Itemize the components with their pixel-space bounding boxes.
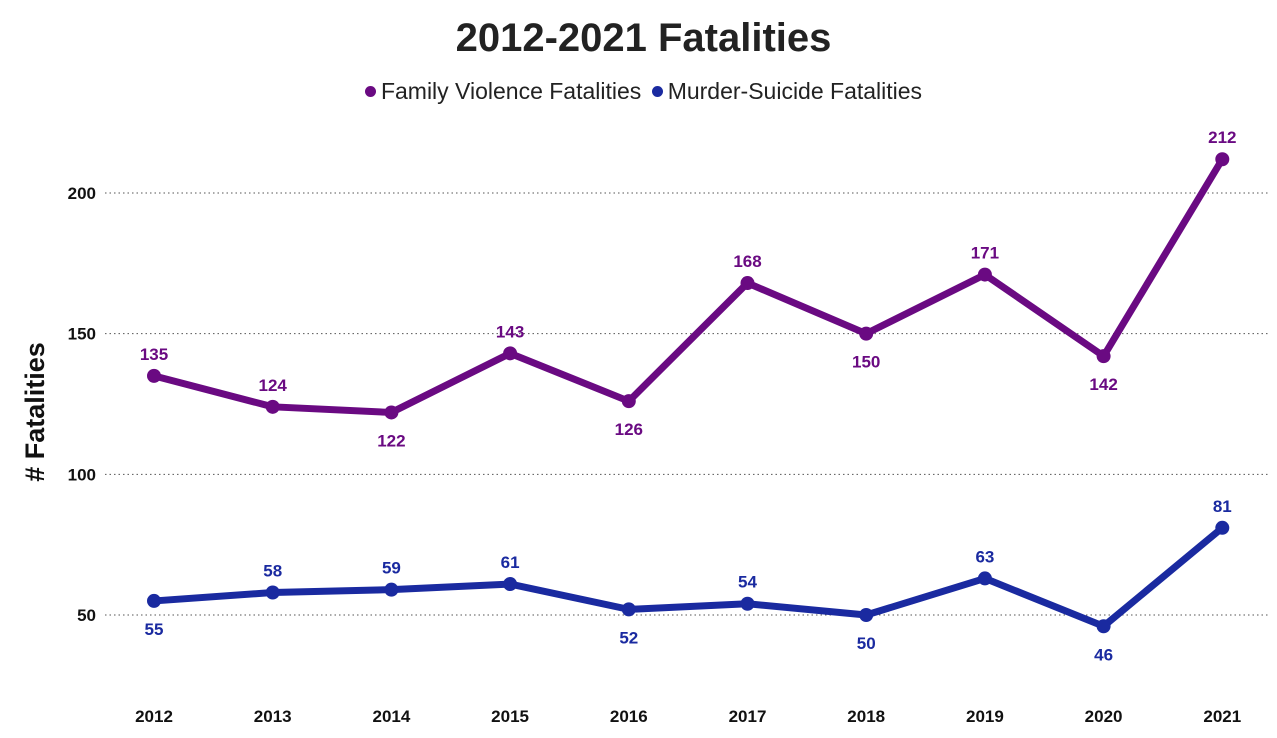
point-murder-suicide-2014 xyxy=(384,582,399,597)
point-family-violence-2017 xyxy=(740,276,755,291)
data-label-family-violence-2012: 135 xyxy=(140,345,168,364)
legend-entry-murder-suicide: Murder-Suicide Fatalities xyxy=(651,78,923,105)
data-label-murder-suicide-2021: 81 xyxy=(1213,497,1232,516)
data-label-family-violence-2018: 150 xyxy=(852,353,880,372)
chart-title: 2012-2021 Fatalities xyxy=(455,16,832,60)
data-label-murder-suicide-2014: 59 xyxy=(382,559,401,578)
data-label-murder-suicide-2019: 63 xyxy=(975,547,994,566)
point-family-violence-2012 xyxy=(147,368,161,383)
y-axis-ticks: 50 100 150 200 xyxy=(68,184,96,625)
point-murder-suicide-2021 xyxy=(1215,520,1230,535)
point-family-violence-2015 xyxy=(503,346,518,361)
point-family-violence-2021 xyxy=(1215,152,1230,167)
legend-label-murder-suicide: Murder-Suicide Fatalities xyxy=(667,78,923,104)
data-label-family-violence-2017: 168 xyxy=(733,252,761,271)
x-tick-2012: 2012 xyxy=(135,707,173,726)
series-family-violence: 135 124 122 143 126 168 150 171 142 212 xyxy=(140,128,1237,450)
data-label-murder-suicide-2012: 55 xyxy=(145,620,164,639)
data-label-murder-suicide-2016: 52 xyxy=(619,628,638,647)
point-family-violence-2020 xyxy=(1096,349,1111,364)
legend-marker-murder-suicide xyxy=(651,86,663,97)
point-murder-suicide-2017 xyxy=(740,596,755,611)
x-tick-2015: 2015 xyxy=(491,707,529,726)
x-tick-2020: 2020 xyxy=(1085,707,1123,726)
point-family-violence-2016 xyxy=(621,394,636,409)
point-family-violence-2018 xyxy=(859,326,874,341)
series: 135 124 122 143 126 168 150 171 142 212 55 58 59 61 52… xyxy=(140,128,1237,664)
legend: Family Violence Fatalities Murder-Suicid… xyxy=(0,78,1277,105)
data-label-murder-suicide-2013: 58 xyxy=(263,561,282,580)
point-family-violence-2014 xyxy=(384,405,399,420)
point-murder-suicide-2013 xyxy=(265,585,280,600)
y-axis-label: # Fatalities xyxy=(20,342,50,482)
point-murder-suicide-2019 xyxy=(977,571,992,586)
y-tick-50: 50 xyxy=(77,606,96,625)
data-label-family-violence-2020: 142 xyxy=(1089,375,1117,394)
y-tick-150: 150 xyxy=(68,325,96,344)
point-murder-suicide-2015 xyxy=(503,577,518,592)
point-family-violence-2013 xyxy=(265,399,280,414)
series-line-family-violence xyxy=(150,155,1226,416)
x-axis-ticks: 2012 2013 2014 2015 2016 2017 2018 2019 2020 2021 xyxy=(135,707,1241,726)
data-label-murder-suicide-2017: 54 xyxy=(738,573,757,592)
data-label-family-violence-2016: 126 xyxy=(615,420,643,439)
gridlines xyxy=(105,192,1268,616)
data-label-family-violence-2019: 171 xyxy=(971,244,999,263)
data-label-murder-suicide-2020: 46 xyxy=(1094,645,1113,664)
x-tick-2019: 2019 xyxy=(966,707,1004,726)
data-label-murder-suicide-2015: 61 xyxy=(501,553,520,572)
legend-entry-family-violence: Family Violence Fatalities xyxy=(364,78,642,105)
x-tick-2014: 2014 xyxy=(372,707,410,726)
x-tick-2018: 2018 xyxy=(847,707,885,726)
series-murder-suicide: 55 58 59 61 52 54 50 63 46 81 xyxy=(145,497,1232,664)
data-label-family-violence-2014: 122 xyxy=(377,431,405,450)
y-tick-100: 100 xyxy=(68,465,96,484)
data-label-murder-suicide-2018: 50 xyxy=(857,634,876,653)
data-label-family-violence-2021: 212 xyxy=(1208,128,1236,147)
data-label-family-violence-2015: 143 xyxy=(496,322,524,341)
point-family-violence-2019 xyxy=(977,267,992,282)
x-tick-2013: 2013 xyxy=(254,707,292,726)
point-murder-suicide-2020 xyxy=(1096,619,1111,634)
x-tick-2016: 2016 xyxy=(610,707,648,726)
y-tick-200: 200 xyxy=(68,184,96,203)
x-tick-2017: 2017 xyxy=(729,707,767,726)
legend-label-family-violence: Family Violence Fatalities xyxy=(380,78,642,104)
series-line-murder-suicide xyxy=(150,524,1226,630)
x-tick-2021: 2021 xyxy=(1203,707,1241,726)
data-label-family-violence-2013: 124 xyxy=(259,376,288,395)
point-murder-suicide-2016 xyxy=(621,602,636,617)
legend-marker-family-violence xyxy=(364,86,376,97)
point-murder-suicide-2012 xyxy=(147,593,161,608)
point-murder-suicide-2018 xyxy=(859,608,874,622)
